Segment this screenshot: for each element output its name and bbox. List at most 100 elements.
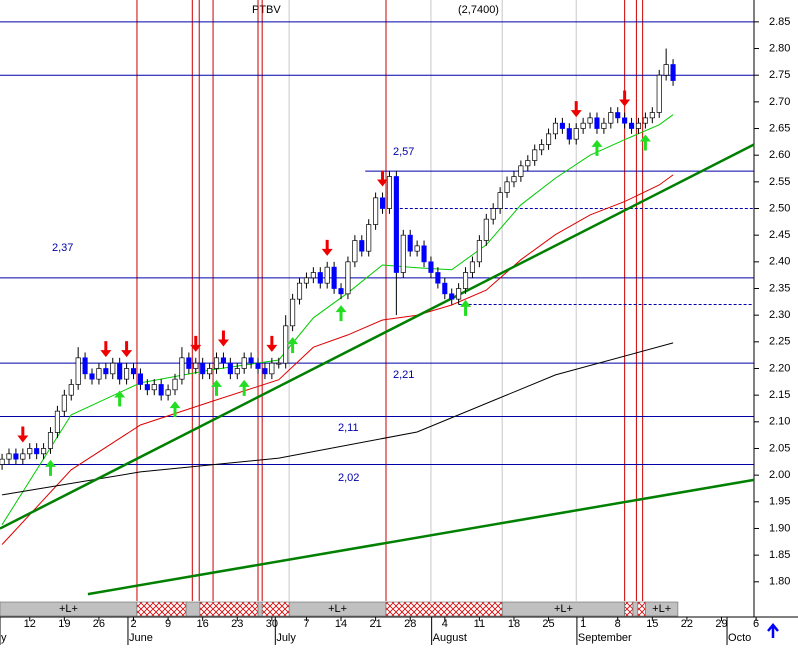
y-tick-label: 2.85 (769, 16, 790, 28)
scroll-arrow[interactable] (767, 623, 779, 638)
candle-body (566, 128, 572, 140)
band-segment (637, 601, 646, 617)
candle-body (393, 176, 399, 273)
buy-arrow (44, 459, 56, 476)
x-tick-label: 11 (474, 618, 485, 630)
x-tick-label: 12 (24, 618, 36, 630)
y-tick-label: 2.35 (769, 282, 790, 294)
sell-arrow (121, 341, 133, 358)
candle-body (179, 357, 185, 380)
sell-arrow (100, 341, 112, 358)
y-tick-label: 2.80 (769, 42, 790, 54)
candle-body (290, 298, 296, 327)
candle-body (241, 357, 247, 369)
x-tick-label: 9 (165, 618, 171, 630)
candle-body (151, 384, 157, 391)
candle-body (649, 112, 655, 119)
y-tick-label: 2.00 (769, 469, 790, 481)
band-segment (645, 601, 679, 617)
band-segment (185, 601, 201, 617)
candle-body (400, 234, 406, 273)
candle-body (421, 245, 427, 263)
candle-body (359, 240, 365, 252)
candle-body (324, 266, 330, 284)
candle-body (573, 128, 579, 140)
trendline (0, 143, 755, 530)
buy-arrow (114, 390, 126, 407)
candle-body (414, 245, 420, 252)
sell-arrow (321, 239, 333, 256)
candle-body (338, 288, 344, 295)
candle-body (352, 240, 358, 263)
candle-body (220, 357, 226, 364)
candle-body (75, 357, 81, 385)
candle-body (27, 448, 33, 455)
sell-arrow (619, 90, 631, 107)
buy-arrow (460, 299, 472, 316)
sell-arrow (217, 330, 229, 347)
y-tick-label: 2.75 (769, 69, 790, 81)
level-label: 2,57 (393, 146, 414, 158)
candle-body (635, 122, 642, 129)
candle-body (82, 357, 88, 375)
y-tick-label: 2.65 (769, 122, 790, 134)
x-tick-label: 7 (303, 618, 309, 630)
candle-body (193, 362, 199, 369)
x-tick-label: 19 (58, 618, 70, 630)
month-label: August (433, 632, 467, 644)
x-tick-label: 6 (753, 618, 759, 630)
candle-body (435, 272, 441, 284)
y-tick-label: 2.25 (769, 336, 790, 348)
candle-body (103, 368, 109, 375)
candle-body (207, 368, 213, 375)
band-label: +L+ (554, 603, 573, 615)
y-tick-label: 2.15 (769, 389, 790, 401)
x-tick-label: 26 (93, 618, 105, 630)
candle-body (269, 362, 275, 375)
candle-body (137, 373, 143, 385)
level-label: 2,11 (338, 422, 359, 434)
candle-body (386, 176, 393, 209)
y-tick-label: 2.40 (769, 256, 790, 268)
candle-body (594, 117, 600, 129)
band-label: +L+ (328, 603, 347, 615)
candle-body (186, 357, 192, 369)
candle-body (559, 122, 565, 129)
candle-body (373, 197, 379, 225)
candle-body (601, 122, 607, 129)
x-tick-label: 25 (542, 618, 554, 630)
level-label: 2,21 (393, 369, 414, 381)
candle-body (518, 165, 524, 177)
candle-body (642, 117, 648, 124)
candle-body (200, 362, 206, 375)
candle-body (546, 133, 552, 145)
candle-body (345, 261, 351, 295)
y-tick-label: 2.30 (769, 309, 790, 321)
sell-arrow (266, 335, 278, 352)
candle-body (41, 448, 47, 455)
candle-body (262, 368, 268, 375)
level-label: 2,37 (52, 242, 73, 254)
sell-arrow (190, 335, 202, 352)
candle-body (68, 384, 74, 396)
buy-arrow (639, 134, 651, 151)
band-segment (199, 601, 259, 617)
x-tick-label: 16 (197, 618, 209, 630)
band-segment (257, 601, 263, 617)
candle-body (117, 362, 123, 380)
candle-body (497, 192, 503, 209)
candle-body (54, 410, 60, 433)
buy-arrow (287, 337, 299, 354)
y-tick-label: 2.10 (769, 416, 790, 428)
buy-arrow (591, 139, 603, 156)
sell-arrow (377, 170, 389, 187)
x-tick-label: 22 (681, 618, 693, 630)
candle-body (303, 277, 309, 284)
candle-body (89, 373, 95, 380)
candle-body (490, 208, 496, 220)
buy-arrow (238, 379, 250, 396)
candle-body (615, 112, 621, 119)
band-label: +L+ (59, 603, 78, 615)
candle-body (670, 64, 676, 81)
candle-body (13, 453, 19, 460)
